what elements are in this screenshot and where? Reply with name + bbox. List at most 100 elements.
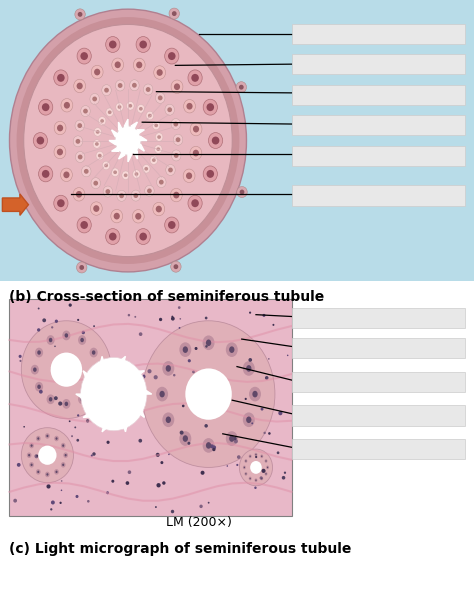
Ellipse shape [171, 80, 183, 93]
Ellipse shape [81, 357, 147, 431]
Ellipse shape [46, 485, 51, 489]
Bar [292, 439, 465, 459]
Ellipse shape [287, 354, 289, 356]
Polygon shape [128, 141, 131, 162]
Ellipse shape [117, 190, 126, 201]
Ellipse shape [93, 140, 100, 148]
Ellipse shape [158, 95, 163, 100]
Ellipse shape [172, 316, 173, 318]
Ellipse shape [111, 480, 114, 483]
Ellipse shape [77, 361, 79, 363]
Ellipse shape [35, 454, 38, 458]
Ellipse shape [265, 376, 268, 379]
Ellipse shape [115, 80, 125, 91]
Ellipse shape [173, 374, 175, 376]
Ellipse shape [173, 265, 178, 269]
Ellipse shape [75, 120, 84, 131]
Ellipse shape [91, 178, 100, 189]
Ellipse shape [284, 472, 286, 474]
Ellipse shape [30, 444, 33, 447]
Ellipse shape [159, 180, 164, 185]
Ellipse shape [166, 417, 171, 423]
Ellipse shape [64, 102, 70, 109]
Ellipse shape [107, 397, 109, 398]
Text: LM (200×): LM (200×) [166, 516, 232, 529]
Ellipse shape [61, 443, 65, 448]
Ellipse shape [61, 98, 73, 112]
Ellipse shape [28, 454, 30, 456]
Ellipse shape [234, 439, 238, 444]
Ellipse shape [249, 455, 251, 457]
Ellipse shape [164, 48, 179, 64]
Ellipse shape [42, 318, 46, 322]
Ellipse shape [106, 491, 109, 494]
Ellipse shape [268, 358, 270, 360]
Ellipse shape [260, 455, 263, 458]
Ellipse shape [136, 37, 150, 53]
Ellipse shape [37, 437, 39, 440]
Ellipse shape [128, 414, 131, 417]
Ellipse shape [124, 174, 128, 177]
Ellipse shape [64, 172, 70, 178]
Ellipse shape [76, 439, 79, 442]
Ellipse shape [94, 365, 102, 375]
Ellipse shape [157, 135, 161, 139]
Bar [9, 299, 292, 516]
Ellipse shape [81, 106, 90, 117]
Ellipse shape [93, 181, 98, 186]
Ellipse shape [186, 172, 192, 179]
Ellipse shape [265, 460, 267, 462]
Ellipse shape [61, 462, 65, 467]
Ellipse shape [212, 445, 216, 450]
Ellipse shape [78, 12, 82, 16]
Ellipse shape [55, 437, 57, 440]
Ellipse shape [106, 37, 120, 53]
Ellipse shape [143, 164, 150, 173]
Ellipse shape [54, 122, 66, 135]
Ellipse shape [96, 367, 100, 372]
Polygon shape [83, 394, 114, 417]
Ellipse shape [81, 52, 88, 60]
Ellipse shape [171, 510, 174, 513]
Ellipse shape [264, 432, 266, 434]
Ellipse shape [147, 188, 152, 193]
Ellipse shape [148, 114, 152, 117]
Ellipse shape [186, 103, 192, 109]
Ellipse shape [133, 170, 140, 178]
Ellipse shape [73, 188, 85, 201]
Ellipse shape [282, 476, 285, 480]
Ellipse shape [200, 505, 203, 508]
Ellipse shape [73, 136, 82, 147]
Ellipse shape [243, 466, 246, 469]
Ellipse shape [61, 168, 73, 181]
Ellipse shape [21, 321, 111, 419]
Ellipse shape [98, 117, 106, 125]
Ellipse shape [190, 146, 202, 159]
Ellipse shape [246, 365, 251, 371]
Ellipse shape [187, 442, 191, 445]
Ellipse shape [111, 168, 119, 177]
Ellipse shape [264, 472, 267, 475]
Ellipse shape [182, 404, 184, 408]
Ellipse shape [163, 412, 174, 427]
Ellipse shape [255, 478, 257, 482]
Ellipse shape [29, 462, 34, 467]
Ellipse shape [62, 444, 64, 447]
Ellipse shape [110, 367, 113, 371]
Ellipse shape [58, 401, 62, 406]
Ellipse shape [114, 213, 120, 219]
Ellipse shape [174, 83, 180, 90]
Ellipse shape [100, 389, 104, 393]
Ellipse shape [263, 314, 265, 317]
Ellipse shape [18, 355, 22, 358]
Ellipse shape [27, 452, 31, 458]
Ellipse shape [82, 166, 91, 177]
Ellipse shape [86, 419, 89, 423]
Bar [292, 23, 465, 44]
Ellipse shape [118, 105, 121, 109]
Ellipse shape [138, 439, 142, 442]
Ellipse shape [208, 502, 210, 503]
Ellipse shape [226, 342, 238, 357]
Ellipse shape [156, 483, 161, 488]
Ellipse shape [204, 424, 208, 428]
